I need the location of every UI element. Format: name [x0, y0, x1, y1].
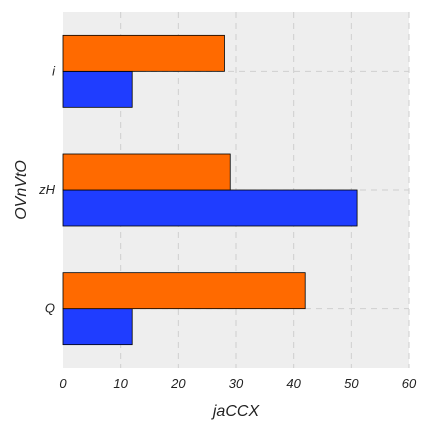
x-tick-label: 50: [344, 376, 359, 391]
x-tick-labels: 0 10 20 30 40 50 60: [59, 376, 417, 391]
bar-series-0-zH: [62, 189, 358, 227]
bar-series-1-Q: [62, 272, 306, 310]
bar-series-0-i: [62, 70, 133, 108]
x-tick-label: 40: [286, 376, 301, 391]
x-tick-label: 30: [229, 376, 244, 391]
y-tick-label: i: [52, 63, 56, 78]
x-tick-label: 60: [402, 376, 417, 391]
x-tick-label: 0: [59, 376, 67, 391]
y-tick-labels: QzH i: [38, 63, 56, 315]
y-axis-label: OVnVtO: [13, 160, 30, 220]
bar-series-1-i: [62, 34, 225, 72]
x-axis-label: jaCCX: [211, 403, 261, 420]
bars: [62, 34, 358, 346]
bar-series-0-Q: [62, 308, 133, 346]
y-tick-label: zH: [38, 182, 56, 197]
bar-series-1-zH: [62, 153, 231, 191]
x-tick-label: 10: [113, 376, 128, 391]
x-tick-label: 20: [170, 376, 186, 391]
y-tick-label: Q: [45, 301, 55, 316]
